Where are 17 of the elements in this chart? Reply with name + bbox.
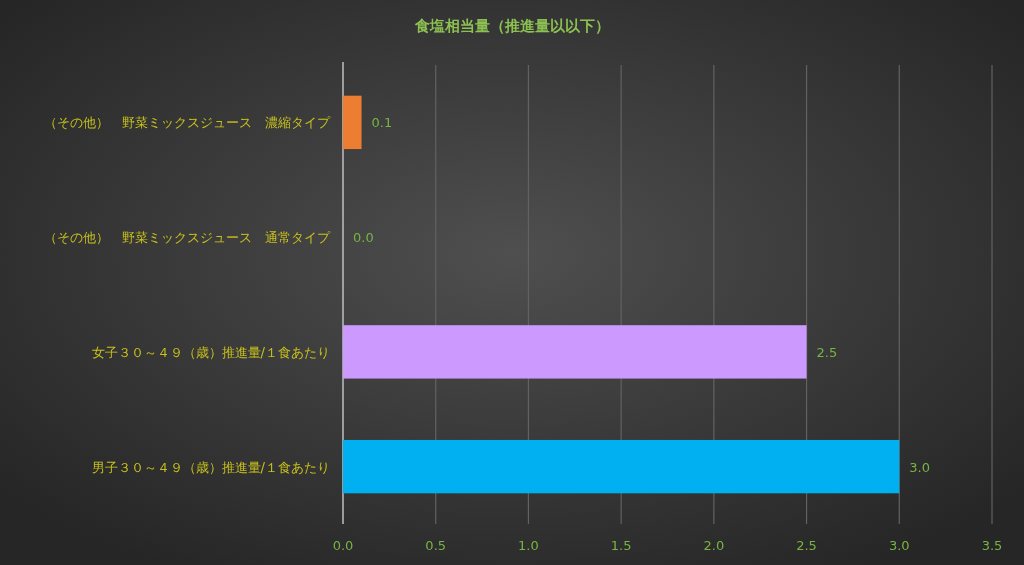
category-label: 女子３０～４９（歳）推進量/１食あたり: [91, 344, 330, 360]
data-label: 0.0: [353, 230, 374, 246]
x-tick-label: 2.0: [703, 538, 725, 553]
data-label: 0.1: [371, 115, 393, 131]
category-label: 男子３０～４９（歳）推進量/１食あたり: [91, 459, 330, 475]
x-tick-label: 2.5: [796, 538, 817, 553]
x-tick-label: 3.5: [981, 538, 1003, 553]
data-label: 2.5: [816, 344, 838, 360]
title: 食塩相当量（推進量以以下）: [414, 18, 610, 34]
x-tick-label: 0.5: [425, 538, 447, 553]
x-tick-label: 3.0: [888, 538, 910, 553]
category-label: （その他） 野菜ミックスジュース 濃縮タイプ: [44, 115, 330, 131]
x-tick-label: 0.0: [332, 538, 354, 553]
x-tick-label: 1.5: [610, 538, 632, 553]
category-label: （その他） 野菜ミックスジュース 通常タイプ: [44, 230, 330, 246]
data-label: 3.0: [909, 459, 930, 475]
x-tick-label: 1.0: [518, 538, 539, 553]
